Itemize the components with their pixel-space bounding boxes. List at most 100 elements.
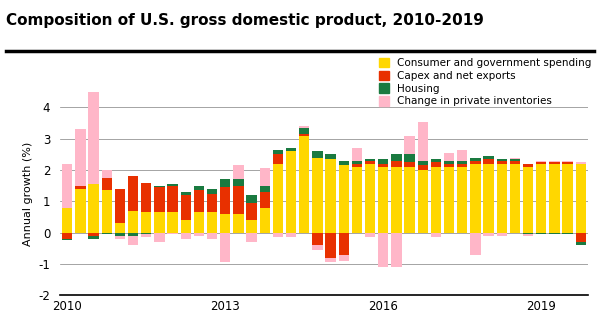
Bar (549, 164, 560, 233)
Bar (536, 162, 547, 164)
Bar (154, 212, 164, 233)
Bar (220, 179, 230, 187)
Bar (418, 122, 428, 161)
Bar (115, 236, 125, 239)
Bar (167, 212, 178, 233)
Bar (457, 167, 467, 233)
Bar (536, 233, 547, 234)
Bar (88, 68, 99, 184)
Bar (431, 233, 441, 237)
Bar (536, 161, 547, 162)
Bar (141, 233, 151, 234)
Bar (562, 164, 573, 233)
Bar (484, 156, 494, 159)
Bar (510, 161, 520, 164)
Bar (338, 161, 349, 165)
Bar (273, 233, 283, 237)
Bar (470, 164, 481, 233)
Bar (75, 186, 86, 189)
Bar (141, 234, 151, 237)
Bar (444, 153, 454, 161)
Bar (75, 129, 86, 186)
Bar (404, 167, 415, 233)
Bar (115, 233, 125, 236)
Bar (338, 165, 349, 233)
Bar (154, 233, 164, 242)
Bar (523, 233, 533, 234)
Bar (233, 179, 244, 186)
Bar (233, 186, 244, 214)
Y-axis label: Annual growth (%): Annual growth (%) (23, 141, 33, 246)
Bar (181, 192, 191, 195)
Bar (233, 214, 244, 233)
Bar (338, 233, 349, 255)
Bar (457, 164, 467, 167)
Bar (497, 161, 507, 164)
Bar (497, 164, 507, 233)
Bar (325, 159, 336, 233)
Bar (181, 233, 191, 239)
Bar (128, 236, 138, 245)
Bar (338, 255, 349, 261)
Bar (523, 164, 533, 167)
Bar (575, 233, 586, 242)
Bar (62, 164, 73, 208)
Bar (299, 134, 310, 136)
Bar (325, 233, 336, 258)
Bar (286, 233, 296, 237)
Bar (497, 159, 507, 161)
Bar (470, 161, 481, 164)
Bar (484, 159, 494, 164)
Bar (431, 162, 441, 167)
Bar (88, 184, 99, 233)
Bar (444, 161, 454, 164)
Bar (378, 167, 388, 233)
Bar (404, 136, 415, 154)
Bar (457, 161, 467, 164)
Bar (444, 167, 454, 233)
Bar (352, 161, 362, 164)
Bar (194, 212, 204, 233)
Bar (325, 154, 336, 159)
Bar (470, 157, 481, 161)
Bar (194, 233, 204, 236)
Bar (404, 154, 415, 162)
Bar (260, 192, 270, 208)
Bar (273, 154, 283, 164)
Bar (562, 233, 573, 234)
Bar (562, 162, 573, 164)
Bar (391, 161, 401, 167)
Bar (575, 162, 586, 164)
Bar (88, 236, 99, 239)
Bar (418, 161, 428, 165)
Bar (273, 150, 283, 154)
Bar (115, 223, 125, 233)
Bar (181, 220, 191, 233)
Bar (286, 151, 296, 233)
Bar (444, 164, 454, 167)
Bar (418, 170, 428, 233)
Bar (562, 161, 573, 162)
Bar (325, 258, 336, 262)
Bar (404, 162, 415, 167)
Bar (391, 167, 401, 233)
Bar (312, 157, 323, 233)
Bar (260, 186, 270, 192)
Bar (128, 233, 138, 236)
Bar (391, 154, 401, 161)
Bar (220, 233, 230, 262)
Bar (247, 203, 257, 220)
Bar (378, 233, 388, 267)
Bar (207, 194, 217, 212)
Bar (141, 183, 151, 212)
Bar (299, 136, 310, 233)
Bar (247, 195, 257, 203)
Bar (312, 233, 323, 245)
Bar (260, 208, 270, 233)
Bar (167, 186, 178, 212)
Text: Composition of U.S. gross domestic product, 2010-2019: Composition of U.S. gross domestic produ… (6, 13, 484, 28)
Bar (207, 233, 217, 239)
Legend: Consumer and government spending, Capex and net exports, Housing, Change in priv: Consumer and government spending, Capex … (379, 58, 592, 106)
Bar (101, 178, 112, 190)
Bar (418, 165, 428, 170)
